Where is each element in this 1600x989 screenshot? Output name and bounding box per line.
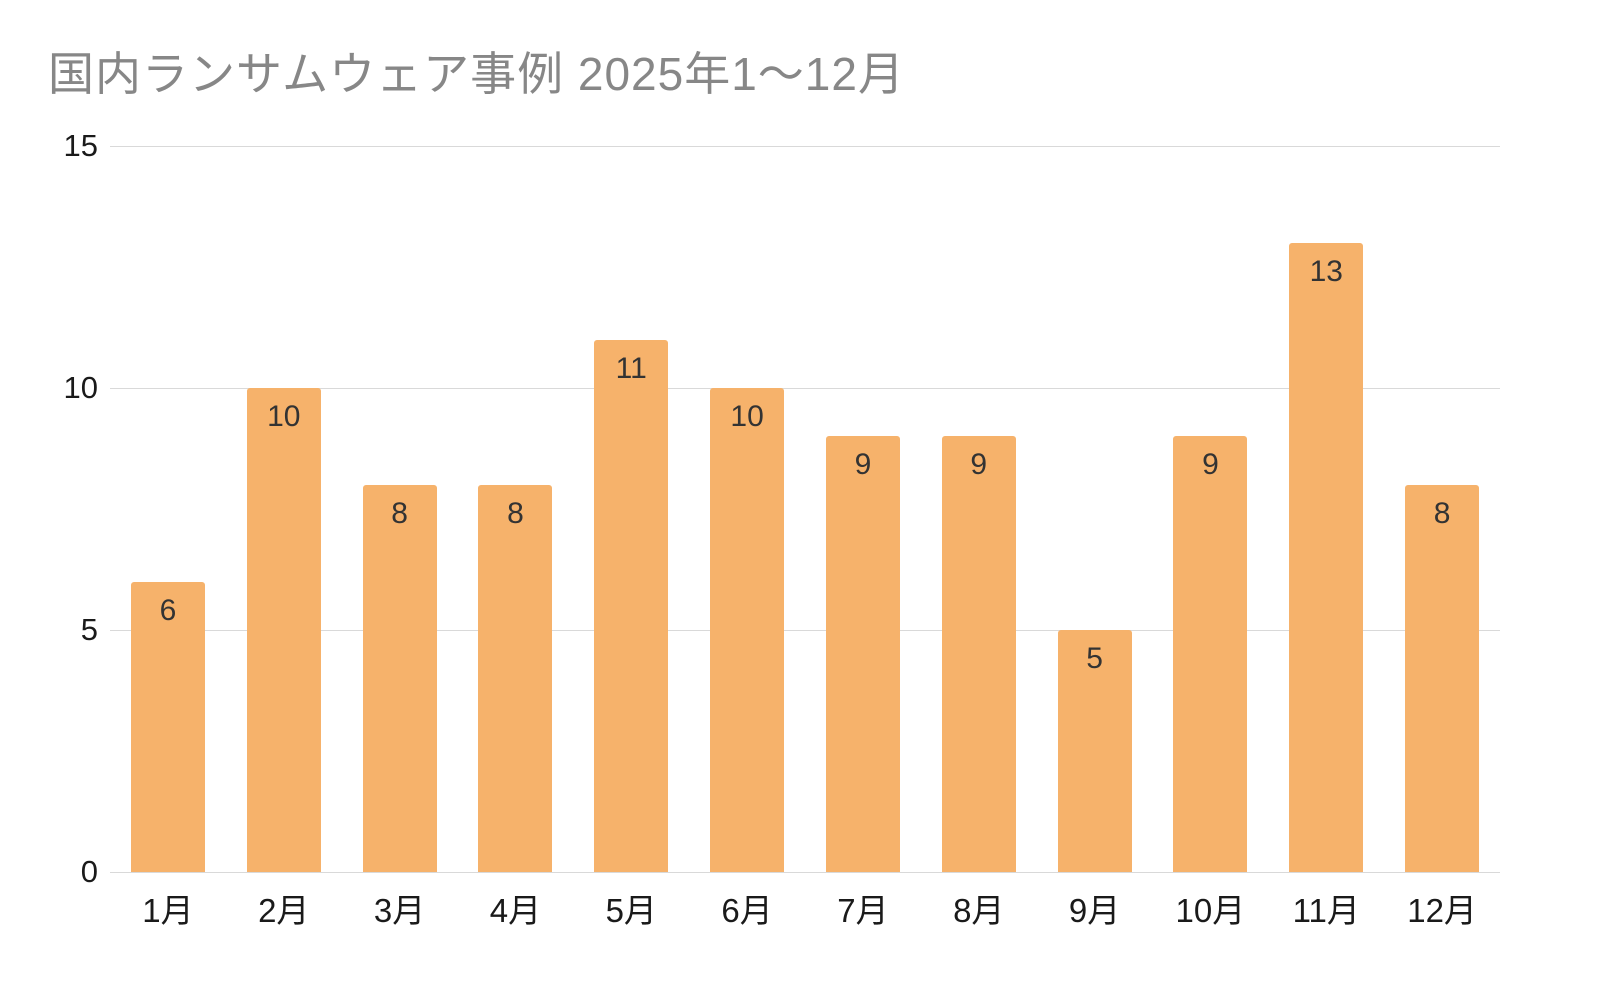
- x-tick-label-10月: 10月: [1175, 892, 1246, 929]
- x-tick-label-5月: 5月: [605, 892, 657, 929]
- x-tick-label-12月: 12月: [1407, 892, 1477, 929]
- bar-1月: 6: [130, 581, 205, 872]
- chart-title: 国内ランサムウェア事例 2025年1〜12月: [48, 48, 905, 100]
- x-tick-label-2月: 2月: [258, 892, 310, 929]
- bar-11月: 13: [1289, 242, 1364, 872]
- bar-value-label-1月: 6: [159, 593, 177, 627]
- bar-value-label-3月: 8: [391, 496, 408, 530]
- bar-8月: 9: [941, 436, 1016, 872]
- bar-value-label-6月: 10: [730, 400, 764, 433]
- x-tick-label-7月: 7月: [837, 892, 889, 929]
- bar-7月: 9: [825, 436, 900, 872]
- bar-value-label-8月: 9: [970, 448, 988, 482]
- bar-3月: 8: [362, 484, 437, 872]
- y-tick-label-5: 5: [80, 612, 98, 647]
- bar-value-label-4月: 8: [507, 496, 524, 530]
- bar-6月: 10: [710, 388, 785, 872]
- bar-12月: 8: [1405, 484, 1480, 872]
- bar-9月: 5: [1057, 630, 1132, 872]
- x-tick-label-1月: 1月: [142, 892, 194, 929]
- bar-value-label-12月: 8: [1433, 496, 1451, 530]
- bar-value-label-2月: 10: [267, 400, 301, 433]
- bar-value-label-11月: 13: [1309, 254, 1343, 288]
- bar-2月: 10: [246, 388, 321, 872]
- bar-10月: 9: [1173, 436, 1248, 872]
- bar-value-label-10月: 9: [1202, 448, 1219, 482]
- gridline-y-0: [110, 872, 1500, 873]
- y-tick-label-0: 0: [80, 854, 98, 889]
- gridline-y-15: [110, 146, 1500, 147]
- plot-area: 6 10 8 8 11 10 9 9 5 9 13 8: [110, 146, 1500, 873]
- x-tick-label-6月: 6月: [721, 892, 773, 929]
- bar-value-label-5月: 11: [615, 351, 647, 385]
- bar-5月: 11: [594, 339, 669, 872]
- bar-value-label-7月: 9: [854, 448, 872, 482]
- y-tick-label-15: 15: [63, 128, 98, 163]
- x-tick-label-8月: 8月: [953, 892, 1005, 929]
- y-tick-label-10: 10: [63, 370, 98, 405]
- x-tick-label-11月: 11月: [1292, 892, 1360, 929]
- gridline-y-10: [110, 388, 1500, 389]
- x-tick-label-4月: 4月: [489, 892, 542, 929]
- bar-4月: 8: [478, 484, 553, 872]
- x-tick-label-9月: 9月: [1068, 892, 1121, 929]
- bar-value-label-9月: 5: [1086, 642, 1103, 675]
- x-tick-label-3月: 3月: [373, 892, 426, 929]
- gridline-y-5: [110, 630, 1500, 631]
